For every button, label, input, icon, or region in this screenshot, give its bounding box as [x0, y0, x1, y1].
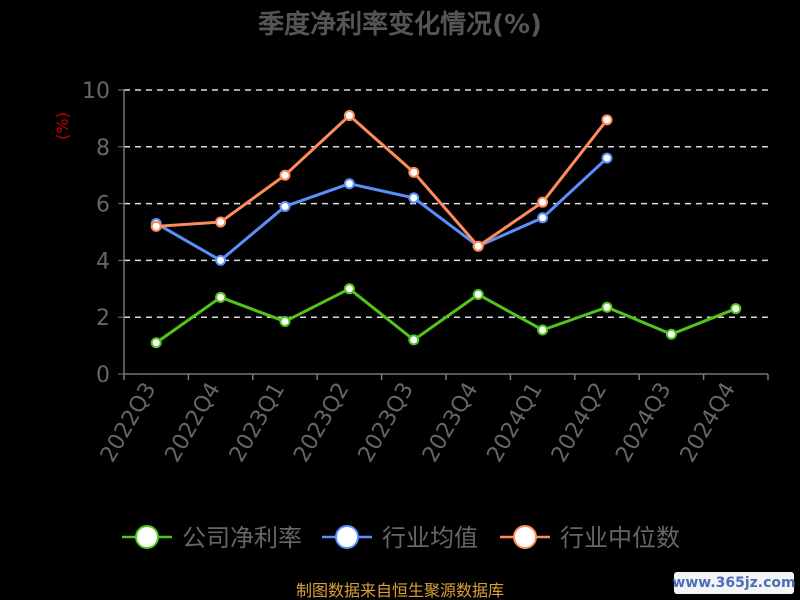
data-point[interactable] [601, 152, 613, 164]
data-point[interactable] [279, 315, 291, 327]
series-2 [150, 152, 613, 266]
data-point[interactable] [215, 216, 227, 228]
series-3 [150, 110, 613, 252]
data-point[interactable] [665, 328, 677, 340]
data-point[interactable] [150, 220, 162, 232]
data-point[interactable] [472, 240, 484, 252]
chart-title: 季度净利率变化情况(%) [258, 9, 542, 40]
data-point[interactable] [730, 303, 742, 315]
y-tick-label: 8 [96, 136, 110, 161]
y-axis-label: (%) [53, 112, 72, 140]
grid-lines [124, 89, 768, 318]
data-point[interactable] [472, 288, 484, 300]
y-tick-label: 0 [96, 363, 110, 388]
data-point[interactable] [279, 200, 291, 212]
series-line [155, 157, 609, 262]
series-line [156, 114, 609, 248]
legend-label: 公司净利率 [182, 524, 302, 552]
data-point[interactable] [537, 196, 549, 208]
x-tick-label: 2024Q1 [482, 379, 547, 467]
series-lines [150, 110, 742, 349]
legend-item-3[interactable]: 行业中位数 [500, 524, 680, 552]
x-tick-label: 2022Q3 [96, 379, 161, 467]
x-tick-label: 2022Q4 [160, 379, 225, 467]
x-tick-label: 2024Q4 [676, 379, 741, 467]
data-point[interactable] [343, 283, 355, 295]
x-tick-label: 2023Q4 [418, 379, 483, 467]
legend-label: 行业中位数 [560, 524, 680, 552]
data-point[interactable] [601, 114, 613, 126]
legend-item-1[interactable]: 公司净利率 [122, 524, 302, 552]
y-tick-label: 2 [96, 306, 110, 331]
data-point[interactable] [537, 212, 549, 224]
data-point[interactable] [215, 254, 227, 266]
y-tick-label: 10 [82, 79, 110, 104]
x-tick-label: 2023Q2 [289, 379, 354, 467]
legend-label: 行业均值 [382, 524, 478, 552]
x-tick-label: 2023Q1 [225, 379, 290, 467]
source-note: 制图数据来自恒生聚源数据库 [296, 581, 504, 600]
data-point[interactable] [215, 291, 227, 303]
data-point[interactable] [408, 166, 420, 178]
data-point[interactable] [537, 324, 549, 336]
data-point[interactable] [408, 334, 420, 346]
legend-marker [335, 525, 359, 549]
legend-marker [135, 525, 159, 549]
series-1 [150, 283, 742, 349]
data-point[interactable] [601, 301, 613, 313]
y-tick-label: 4 [96, 249, 110, 274]
x-tick-label: 2024Q2 [547, 379, 612, 467]
watermark-logo: www.365jz.com [672, 572, 796, 594]
data-point[interactable] [150, 337, 162, 349]
x-tick-label: 2023Q3 [354, 379, 419, 467]
data-point[interactable] [343, 110, 355, 122]
y-tick-label: 6 [96, 193, 110, 218]
legend[interactable]: 公司净利率 行业均值 行业中位数 [122, 524, 680, 552]
legend-item-2[interactable]: 行业均值 [322, 524, 478, 552]
data-point[interactable] [343, 178, 355, 190]
series-line [155, 287, 737, 344]
data-point[interactable] [279, 169, 291, 181]
data-point[interactable] [408, 192, 420, 204]
legend-marker [513, 525, 537, 549]
x-tick-label: 2024Q3 [611, 379, 676, 467]
